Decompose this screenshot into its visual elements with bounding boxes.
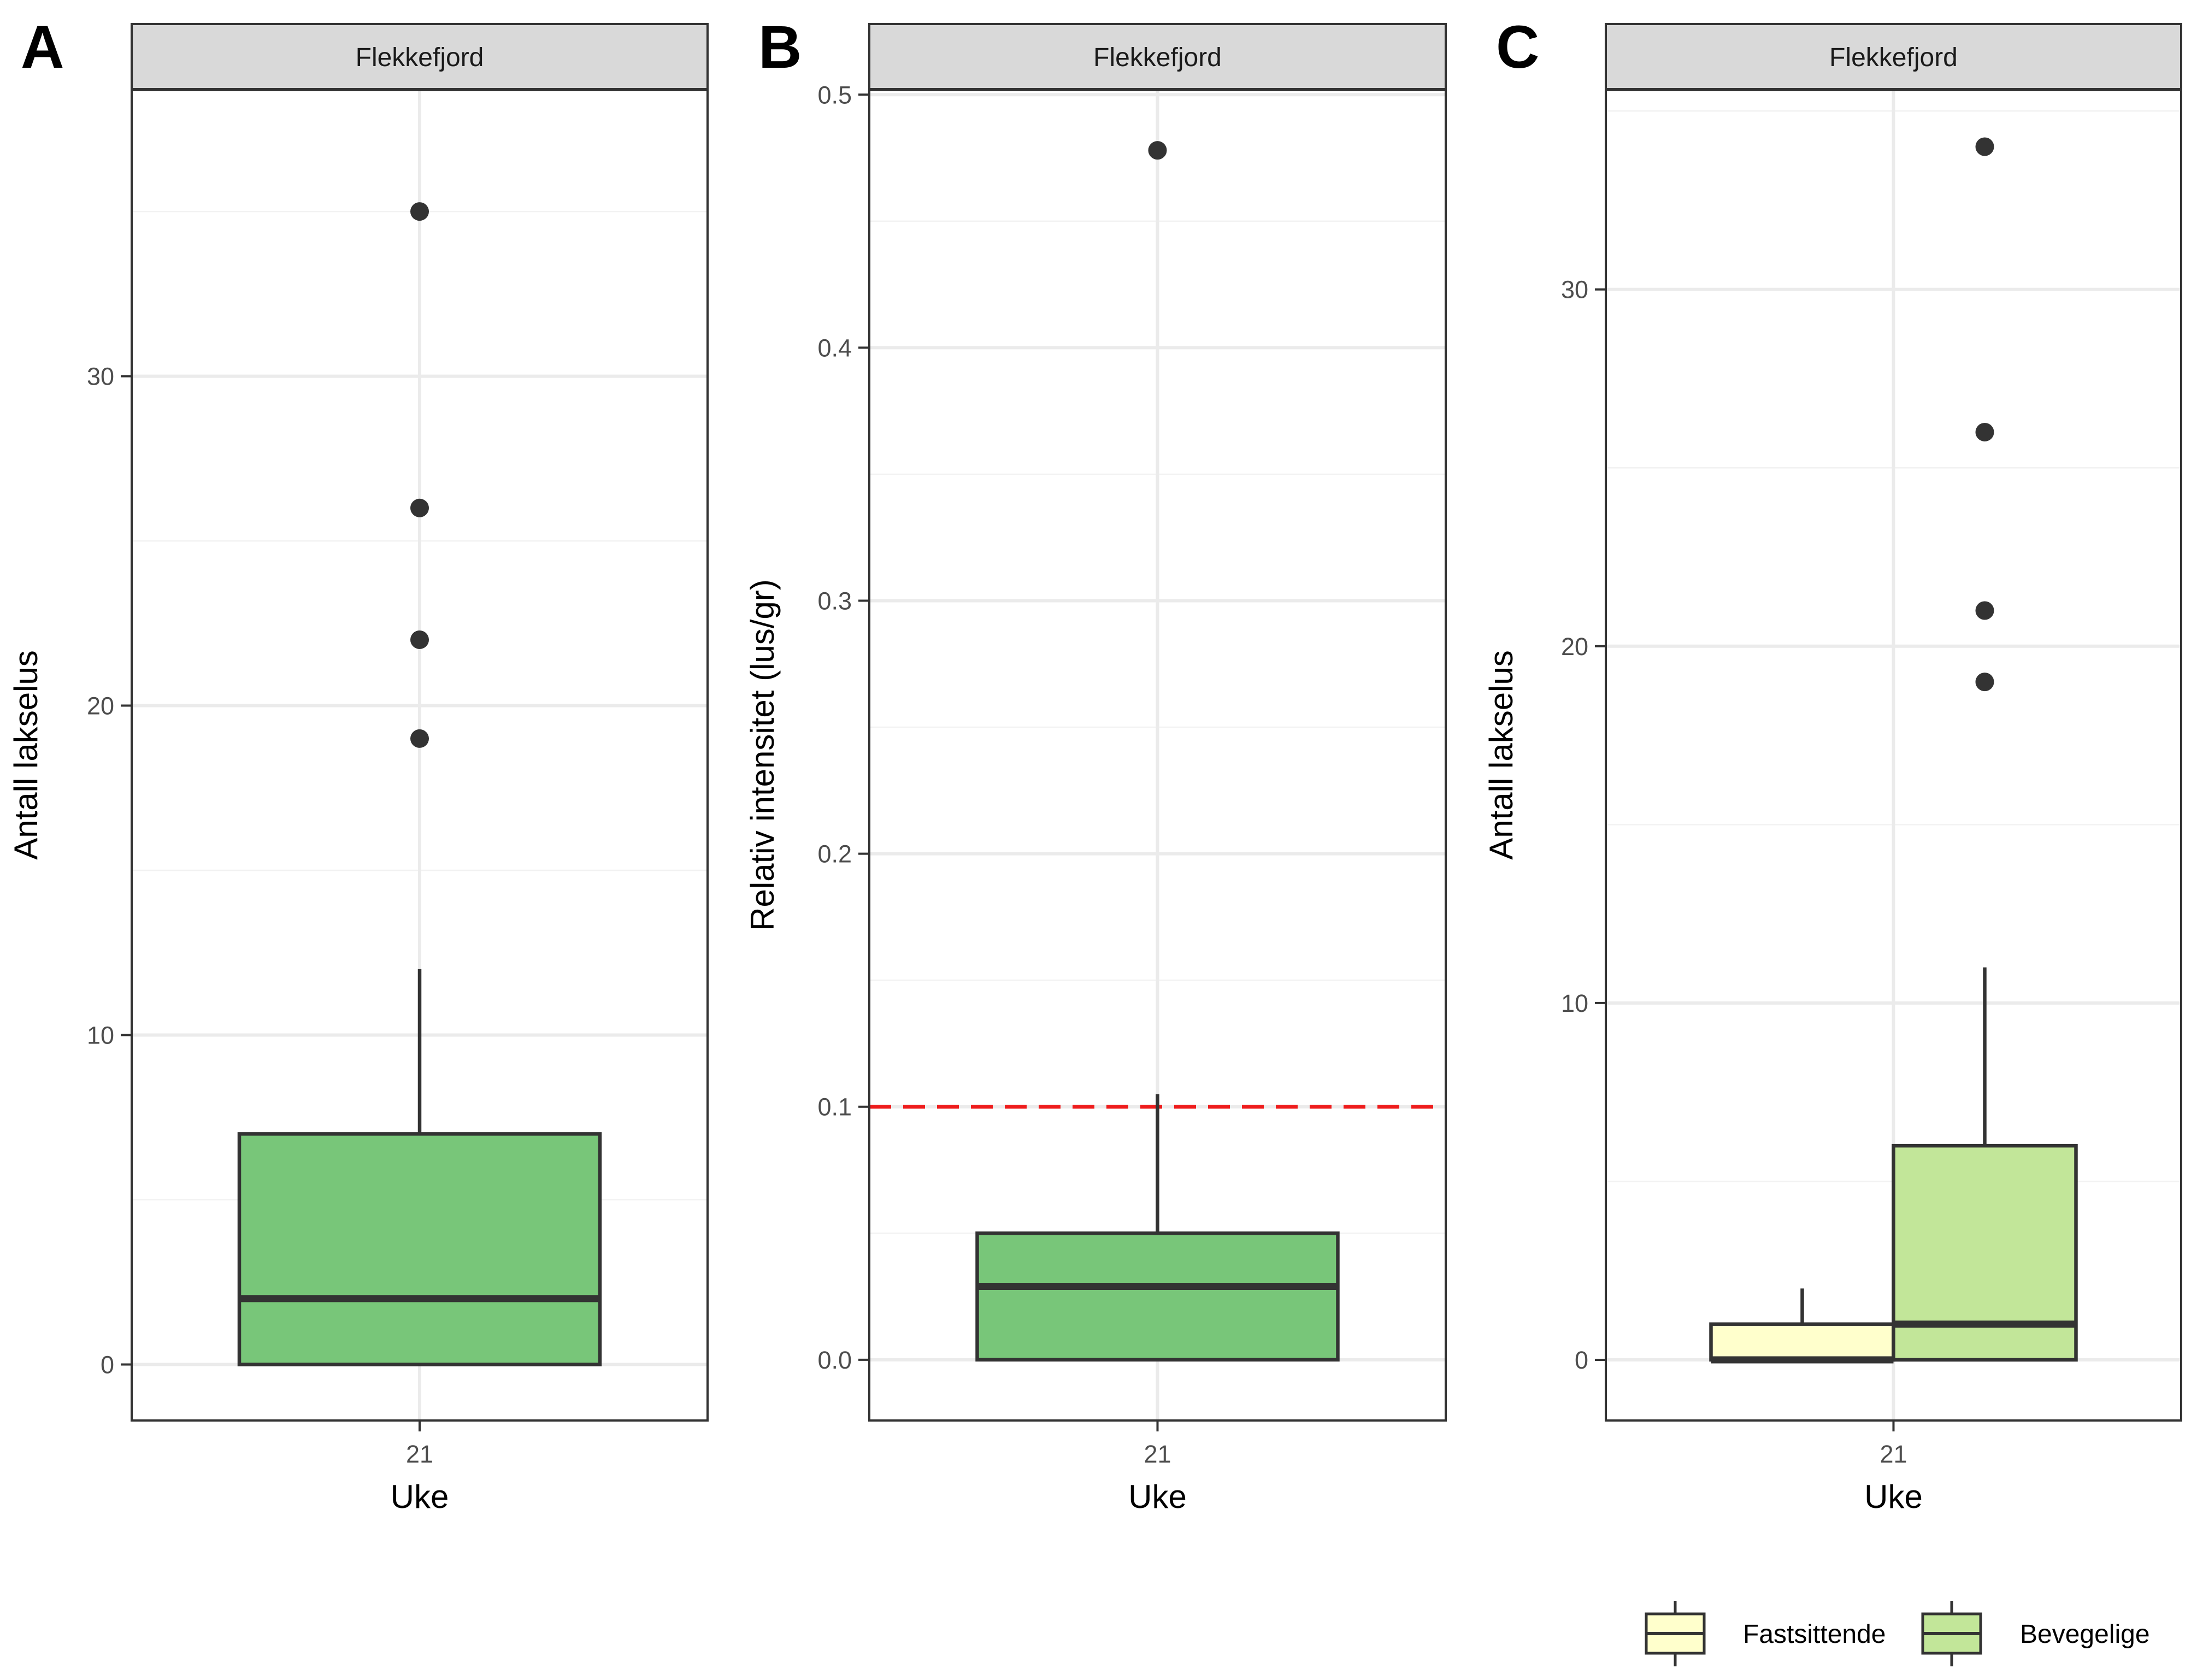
box-series-main (975, 141, 1340, 1362)
x-axis-title: Uke (1128, 1478, 1187, 1515)
y-tick-label: 0 (101, 1351, 114, 1378)
box-series-main (237, 202, 602, 1366)
x-axis-title: Uke (391, 1478, 449, 1515)
x-tick-label: 21 (406, 1440, 433, 1468)
x-tick-label: 21 (1880, 1440, 1907, 1468)
panel-letter: C (1496, 14, 1539, 81)
y-tick-label: 0.0 (817, 1346, 852, 1374)
y-tick-label: 30 (1561, 276, 1588, 304)
outlier-point (1975, 422, 1994, 441)
box-iqr (1892, 1143, 2078, 1362)
panel-letter: A (21, 14, 64, 81)
strip-label: Flekkefjord (1093, 43, 1222, 72)
strip-label: Flekkefjord (1829, 43, 1958, 72)
y-tick-label: 0 (1575, 1346, 1588, 1374)
outlier-point (1148, 141, 1167, 160)
panel-b: Flekkefjord 0.0 0.1 0.2 0.3 0.4 0.5 21 Uke Relati… (744, 14, 1447, 1515)
y-tick-label: 0.5 (817, 81, 852, 109)
outlier-point (410, 498, 429, 517)
panel-letter: B (758, 14, 802, 81)
y-tick-label: 0.3 (817, 587, 852, 615)
y-axis-title: Relativ intensitet (lus/gr) (744, 579, 781, 931)
outlier-point (410, 202, 429, 221)
y-axis-title: Antall lakselus (1483, 650, 1519, 860)
y-tick-label: 30 (87, 363, 114, 391)
y-tick-label: 20 (1561, 633, 1588, 661)
legend: Fastsittende Bevegelige (1645, 1601, 2150, 1666)
strip-background (868, 23, 1447, 91)
y-tick-label: 0.2 (817, 840, 852, 868)
outlier-point (410, 729, 429, 748)
outlier-point (1975, 137, 1994, 156)
y-tick-label: 20 (87, 692, 114, 720)
box-iqr (975, 1231, 1340, 1362)
legend-label: Bevegelige (2020, 1620, 2150, 1649)
outlier-point (1975, 601, 1994, 620)
x-tick-label: 21 (1144, 1440, 1171, 1468)
y-tick-label: 0.4 (817, 334, 852, 362)
y-tick-label: 10 (87, 1022, 114, 1050)
outlier-point (410, 630, 429, 649)
y-tick-label: 10 (1561, 989, 1588, 1017)
strip-label: Flekkefjord (356, 43, 484, 72)
y-tick-label: 0.1 (817, 1093, 852, 1121)
panel-a: Flekkefjord 0 10 20 30 21 Uke Antall lakselus A (8, 14, 709, 1515)
x-axis-title: Uke (1864, 1478, 1923, 1515)
outlier-point (1975, 673, 1994, 692)
legend-label: Fastsittende (1743, 1620, 1886, 1649)
box-iqr (1709, 1322, 1895, 1362)
box-iqr (237, 1132, 602, 1366)
panel-c: Flekkefjord 0 10 20 30 21 Uke Antall lakselus C F… (1483, 14, 2182, 1666)
y-axis-title: Antall lakselus (8, 650, 44, 860)
box-series-bevegelige (1892, 137, 2078, 1362)
